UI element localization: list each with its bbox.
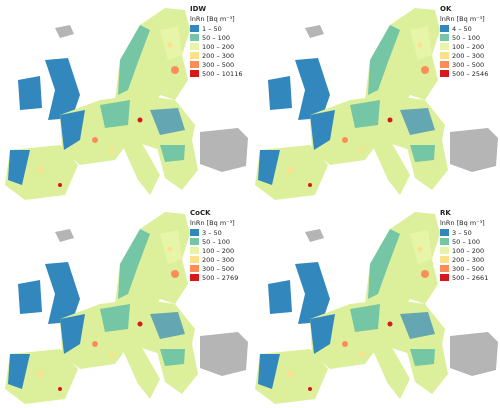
legend-title: lnRn [Bq m⁻³] xyxy=(190,15,235,23)
legend-label: 500 – 10116 xyxy=(202,70,242,78)
legend-swatch xyxy=(190,70,199,77)
legend-swatch xyxy=(440,52,449,59)
legend-swatch xyxy=(190,256,199,263)
legend-swatch xyxy=(190,52,199,59)
legend-swatch xyxy=(190,61,199,68)
legend-swatch xyxy=(440,256,449,263)
legend-label: 200 – 300 xyxy=(452,256,484,264)
legend-label: 100 – 200 xyxy=(452,43,484,51)
legend-label: 3 – 50 xyxy=(202,229,222,237)
legend-label: 50 – 100 xyxy=(202,34,230,42)
legend-label: 100 – 200 xyxy=(202,247,234,255)
legend-label: 500 – 2661 xyxy=(452,274,488,282)
legend-label: 300 – 500 xyxy=(452,265,484,273)
legend-swatch xyxy=(190,229,199,236)
legend-label: 3 – 50 xyxy=(452,229,472,237)
legend-swatch xyxy=(190,25,199,32)
legend-title: lnRn [Bq m⁻³] xyxy=(440,15,485,23)
legend-label: 200 – 300 xyxy=(202,52,234,60)
legend-title: lnRn [Bq m⁻³] xyxy=(190,219,235,227)
panel-title: IDW xyxy=(190,5,206,13)
legend-swatch xyxy=(190,34,199,41)
legend-label: 100 – 200 xyxy=(452,247,484,255)
legend-label: 200 – 300 xyxy=(202,256,234,264)
panel-title: OK xyxy=(440,5,452,13)
legend-label: 50 – 100 xyxy=(202,238,230,246)
legend-swatch xyxy=(440,274,449,281)
legend-label: 50 – 100 xyxy=(452,238,480,246)
legend-swatch xyxy=(440,34,449,41)
legend-swatch xyxy=(440,265,449,272)
panel-title: RK xyxy=(440,209,451,217)
legend-swatch xyxy=(440,43,449,50)
legend-label: 300 – 500 xyxy=(202,265,234,273)
legend-swatch xyxy=(440,70,449,77)
legend-label: 200 – 300 xyxy=(452,52,484,60)
legend-swatch xyxy=(440,61,449,68)
legend-label: 500 – 2546 xyxy=(452,70,488,78)
legend-label: 100 – 200 xyxy=(202,43,234,51)
legend-swatch xyxy=(190,238,199,245)
legend-title: lnRn [Bq m⁻³] xyxy=(440,219,485,227)
panel-title: CoCK xyxy=(190,209,211,217)
legend-swatch xyxy=(440,238,449,245)
legend-label: 300 – 500 xyxy=(202,61,234,69)
legend-swatch xyxy=(190,247,199,254)
legend-swatch xyxy=(190,43,199,50)
legend-label: 50 – 100 xyxy=(452,34,480,42)
legend-swatch xyxy=(440,247,449,254)
legend-label: 1 – 50 xyxy=(202,25,222,33)
legend-label: 500 – 2769 xyxy=(202,274,238,282)
legend-swatch xyxy=(190,265,199,272)
legend-swatch xyxy=(440,229,449,236)
legend-swatch xyxy=(190,274,199,281)
legend-label: 300 – 500 xyxy=(452,61,484,69)
legend-label: 4 – 50 xyxy=(452,25,472,33)
legend-swatch xyxy=(440,25,449,32)
